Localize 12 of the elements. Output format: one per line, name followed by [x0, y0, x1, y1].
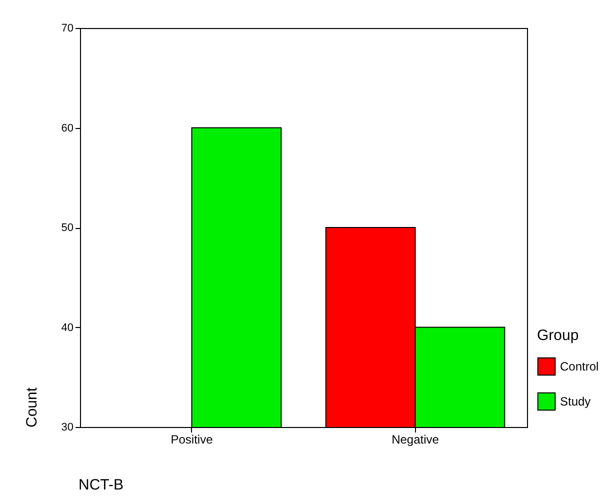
legend-label: Control: [560, 360, 599, 374]
legend-title: Group: [537, 327, 579, 344]
y-axis-title: Count: [23, 386, 40, 428]
y-tick-label: 40: [61, 322, 74, 334]
x-tick-label: Positive: [170, 432, 214, 446]
y-tick-label: 60: [61, 122, 74, 134]
x-tick-label: Negative: [392, 432, 440, 446]
legend-label: Study: [560, 394, 591, 408]
y-tick-label: 70: [61, 22, 74, 34]
y-tick-label: 30: [61, 422, 74, 434]
x-axis-title: NCT-B: [78, 476, 124, 494]
y-tick-label: 50: [61, 222, 74, 234]
